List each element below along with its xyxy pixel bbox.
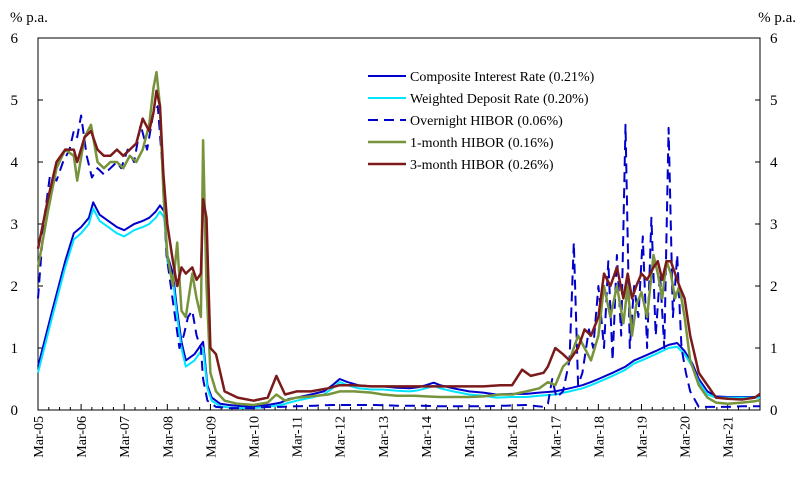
y-tick-label-left: 6 bbox=[11, 31, 19, 47]
series-line-3 bbox=[37, 105, 760, 410]
y-tick-label-right: 5 bbox=[770, 93, 778, 109]
x-tick-label: Mar-09 bbox=[204, 416, 219, 458]
x-tick-label: Mar-20 bbox=[679, 416, 694, 458]
legend: Composite Interest Rate (0.21%) Weighted … bbox=[368, 70, 595, 173]
x-tick-label: Mar-07 bbox=[118, 416, 133, 458]
y-tick-label-right: 1 bbox=[770, 341, 778, 357]
series-line-1 bbox=[37, 201, 760, 408]
x-tick-label: Mar-16 bbox=[506, 416, 521, 458]
y-axis-left: 0 1 2 3 4 5 6 bbox=[11, 31, 43, 419]
y-tick-label-left: 5 bbox=[11, 93, 19, 109]
y-tick-label-right: 0 bbox=[770, 403, 778, 419]
legend-label: 1-month HIBOR (0.16%) bbox=[410, 136, 554, 151]
x-tick-label: Mar-05 bbox=[32, 416, 47, 458]
x-tick-label: Mar-08 bbox=[161, 416, 176, 458]
y-tick-label-left: 3 bbox=[11, 217, 19, 233]
y-tick-label-left: 2 bbox=[11, 279, 19, 295]
legend-label: Overnight HIBOR (0.06%) bbox=[410, 114, 563, 129]
legend-label: Weighted Deposit Rate (0.20%) bbox=[410, 92, 589, 107]
legend-label: Composite Interest Rate (0.21%) bbox=[410, 70, 595, 85]
series-line-4 bbox=[36, 70, 761, 407]
y-tick-label-right: 3 bbox=[770, 217, 778, 233]
x-tick-label: Mar-10 bbox=[248, 416, 263, 458]
x-axis: Mar-05 Mar-06 Mar-07 Mar-08 Mar-09 Mar-10 Mar-… bbox=[32, 404, 761, 458]
right-unit-label: % p.a. bbox=[758, 10, 796, 26]
y-axis-right: 0 1 2 3 4 5 6 bbox=[755, 31, 778, 419]
left-unit-label: % p.a. bbox=[10, 10, 48, 26]
y-tick-label-left: 1 bbox=[11, 341, 19, 357]
x-tick-label: Mar-12 bbox=[334, 416, 349, 458]
x-tick-label: Mar-21 bbox=[722, 416, 737, 458]
series-line-2 bbox=[37, 207, 760, 410]
x-tick-label: Mar-14 bbox=[420, 416, 435, 458]
legend-label: 3-month HIBOR (0.26%) bbox=[410, 158, 554, 173]
x-tick-label: Mar-15 bbox=[463, 416, 478, 458]
y-tick-label-left: 4 bbox=[11, 155, 19, 171]
x-tick-label: Mar-06 bbox=[75, 416, 90, 458]
x-tick-label: Mar-17 bbox=[549, 416, 564, 458]
y-tick-label-left: 0 bbox=[11, 403, 19, 419]
x-tick-label: Mar-13 bbox=[377, 416, 392, 458]
series-line-5 bbox=[36, 89, 761, 402]
y-tick-label-right: 2 bbox=[770, 279, 778, 295]
y-tick-label-right: 6 bbox=[770, 31, 778, 47]
y-tick-label-right: 4 bbox=[770, 155, 778, 171]
x-tick-label: Mar-11 bbox=[291, 416, 306, 457]
series-layer bbox=[36, 70, 761, 410]
x-tick-label: Mar-18 bbox=[592, 416, 607, 458]
x-tick-label: Mar-19 bbox=[635, 416, 650, 458]
